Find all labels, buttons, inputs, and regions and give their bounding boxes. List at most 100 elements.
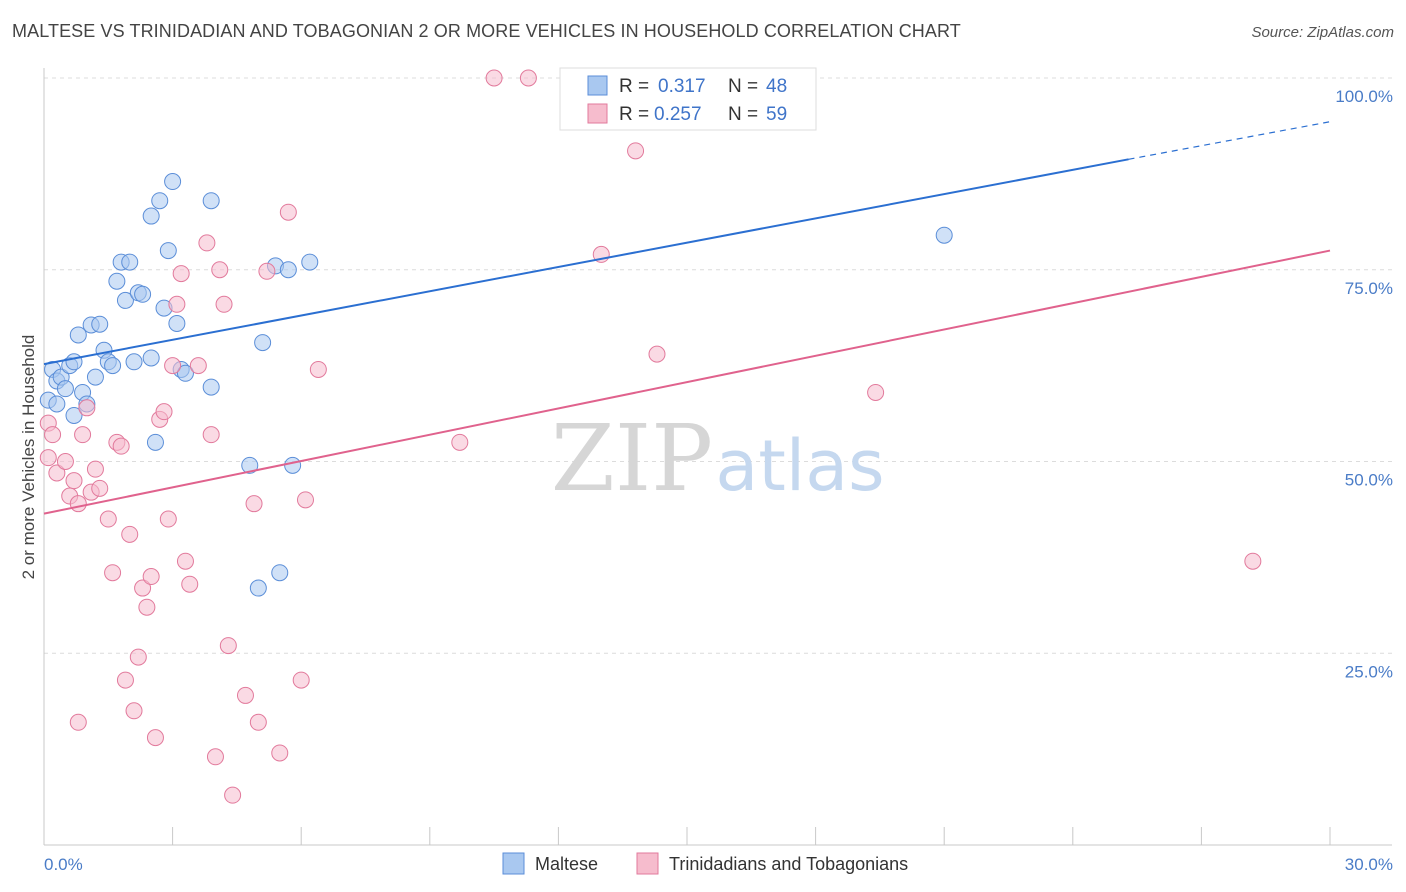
trinidadian-point xyxy=(271,744,289,762)
maltese-point xyxy=(48,395,66,413)
trinidadian-point xyxy=(155,403,173,421)
trinidadian-point xyxy=(519,69,537,87)
legend-n-label: N = xyxy=(728,104,758,125)
trinidadian-point xyxy=(164,357,182,375)
maltese-point xyxy=(164,173,182,191)
trinidadian-trend-line xyxy=(43,249,1331,515)
trinidadian-point xyxy=(224,786,242,804)
maltese-trend-extension xyxy=(1128,121,1331,160)
trinidadian-point xyxy=(138,598,156,616)
x-tick-label-max: 30.0% xyxy=(1345,855,1393,874)
trinidadian-point xyxy=(125,702,143,720)
trinidadian-point xyxy=(44,426,62,444)
legend-r-label: R = xyxy=(619,104,649,125)
trinidadian-point xyxy=(296,491,314,509)
legend-r-value: 0.317 xyxy=(658,76,706,97)
maltese-point xyxy=(56,380,74,398)
trinidadian-point xyxy=(176,552,194,570)
trinidadian-point xyxy=(99,510,117,528)
maltese-point xyxy=(142,207,160,225)
legend-swatch-trinidadian xyxy=(636,852,659,875)
y-tick-label: 25.0% xyxy=(1345,662,1393,681)
series-legend: Maltese Trinidadians and Tobagonians xyxy=(502,852,908,875)
trinidadian-point xyxy=(168,295,186,313)
x-ticks xyxy=(172,827,1331,845)
trinidadian-point xyxy=(78,399,96,417)
trinidadian-point xyxy=(236,686,254,704)
y-tick-label: 50.0% xyxy=(1345,471,1393,490)
trinidadian-point xyxy=(134,579,152,597)
trinidadian-point xyxy=(112,437,130,455)
watermark-atlas: atlas xyxy=(715,425,884,507)
legend-swatch-maltese xyxy=(502,852,525,875)
trinidadian-point xyxy=(1244,552,1262,570)
maltese-point xyxy=(108,272,126,290)
trinidadian-point xyxy=(159,510,177,528)
legend-n-value: 59 xyxy=(766,104,787,125)
maltese-point xyxy=(301,253,319,271)
trinidadian-point xyxy=(648,345,666,363)
trinidadian-point xyxy=(172,265,190,283)
maltese-points xyxy=(39,69,953,597)
trinidadian-point xyxy=(867,383,885,401)
legend-r-label: R = xyxy=(619,76,649,97)
correlation-legend: R = 0.317 N = 48 R = 0.257 N = 59 xyxy=(559,67,817,131)
trinidadian-point xyxy=(181,575,199,593)
trinidadian-point xyxy=(69,713,87,731)
trinidadian-point xyxy=(211,261,229,279)
trinidadian-point xyxy=(451,433,469,451)
maltese-point xyxy=(241,456,259,474)
trinidadian-point xyxy=(215,295,233,313)
maltese-point xyxy=(121,253,139,271)
maltese-point xyxy=(104,357,122,375)
trinidadian-point xyxy=(65,472,83,490)
maltese-point xyxy=(65,353,83,371)
trinidadian-point xyxy=(121,525,139,543)
maltese-point xyxy=(271,564,289,582)
trinidadian-point xyxy=(258,262,276,280)
maltese-point xyxy=(159,242,177,260)
trinidadian-point xyxy=(86,460,104,478)
trinidadian-point xyxy=(485,69,503,87)
maltese-point xyxy=(134,285,152,303)
maltese-point xyxy=(142,349,160,367)
x-tick-label-min: 0.0% xyxy=(44,855,83,874)
trinidadian-point xyxy=(74,426,92,444)
maltese-point xyxy=(168,314,186,332)
maltese-point xyxy=(279,261,297,279)
maltese-point xyxy=(86,368,104,386)
legend-n-label: N = xyxy=(728,76,758,97)
y-tick-label: 100.0% xyxy=(1335,87,1393,106)
maltese-point xyxy=(249,579,267,597)
maltese-point xyxy=(284,456,302,474)
trinidadian-point xyxy=(142,568,160,586)
trinidadian-point xyxy=(116,671,134,689)
trinidadian-point xyxy=(56,453,74,470)
legend-swatch-maltese xyxy=(587,75,608,96)
trinidadian-point xyxy=(292,671,310,689)
maltese-point xyxy=(69,326,87,344)
trinidadian-point xyxy=(219,637,237,655)
trinidadian-point xyxy=(91,479,109,497)
trinidadian-point xyxy=(627,142,645,160)
gridlines xyxy=(44,77,1392,654)
trinidadian-point xyxy=(245,495,263,513)
trinidadian-point xyxy=(249,713,267,731)
legend-r-value: 0.257 xyxy=(654,104,702,125)
trinidadian-point xyxy=(146,729,164,747)
trinidadian-points xyxy=(39,69,1262,804)
chart-title: MALTESE VS TRINIDADIAN AND TOBAGONIAN 2 … xyxy=(12,21,961,41)
maltese-point xyxy=(146,433,164,451)
maltese-point xyxy=(176,364,194,382)
trinidadian-point xyxy=(39,449,57,467)
watermark-zip: ZIP xyxy=(551,405,713,512)
y-tick-label: 75.0% xyxy=(1345,279,1393,298)
y-tick-labels: 25.0% 50.0% 75.0% 100.0% xyxy=(1335,87,1393,681)
trinidadian-point xyxy=(202,426,220,444)
trinidadian-point xyxy=(189,357,207,375)
trinidadian-point xyxy=(48,464,66,482)
maltese-point xyxy=(151,192,169,210)
trinidadian-point xyxy=(198,234,216,252)
trinidadian-point xyxy=(104,564,122,582)
maltese-point xyxy=(65,406,83,424)
